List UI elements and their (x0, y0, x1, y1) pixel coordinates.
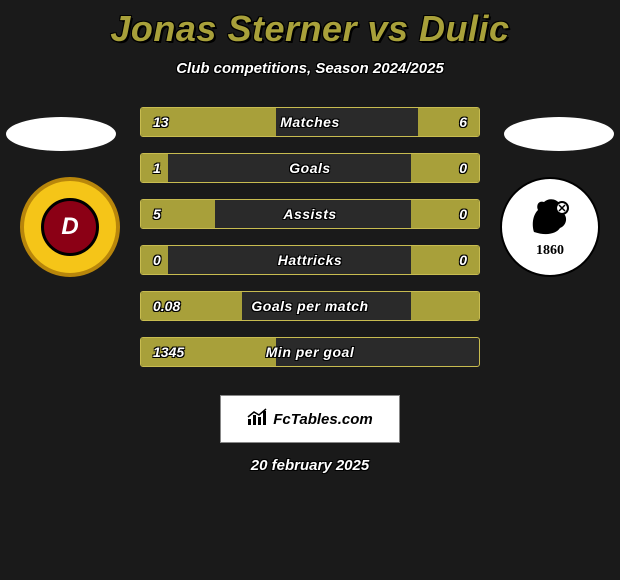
stat-row: Min per goal1345 (140, 337, 480, 367)
stat-value-right: 0 (459, 200, 467, 228)
stat-value-left: 5 (153, 200, 161, 228)
stat-value-left: 0.08 (153, 292, 180, 320)
stat-label: Matches (141, 108, 479, 136)
stat-value-left: 0 (153, 246, 161, 274)
team-logo-right-year: 1860 (536, 243, 564, 259)
chart-icon (247, 408, 269, 431)
stat-value-left: 1 (153, 154, 161, 182)
stat-label: Min per goal (141, 338, 479, 366)
stat-row: Assists5 0 (140, 199, 480, 229)
stat-label: Goals per match (141, 292, 479, 320)
stat-row: Hattricks0 0 (140, 245, 480, 275)
stat-value-right: 0 (459, 154, 467, 182)
page-title: Jonas Sterner vs Dulic (0, 0, 620, 50)
left-ellipse-decor (6, 117, 116, 151)
stat-value-right: 6 (459, 108, 467, 136)
team-logo-left: D (20, 177, 120, 277)
stat-bars: Matches136Goals10Assists50Hattricks00Goa… (140, 107, 480, 383)
lion-icon (526, 196, 574, 243)
stat-row: Goals per match0.08 (140, 291, 480, 321)
stat-label: Hattricks (141, 246, 479, 274)
comparison-panel: D 1860 Matches136Goals10Assists50Hattric… (0, 107, 620, 387)
subtitle: Club competitions, Season 2024/2025 (0, 60, 620, 77)
stat-label: Goals (141, 154, 479, 182)
team-logo-right: 1860 (500, 177, 600, 277)
brand-badge[interactable]: FcTables.com (220, 395, 400, 443)
right-ellipse-decor (504, 117, 614, 151)
stat-value-left: 13 (153, 108, 169, 136)
stat-label: Assists (141, 200, 479, 228)
stat-row: Goals1 0 (140, 153, 480, 183)
stat-value-right: 0 (459, 246, 467, 274)
footer-date: 20 february 2025 (0, 457, 620, 474)
team-logo-left-initial: D (41, 198, 99, 256)
stat-value-left: 1345 (153, 338, 184, 366)
brand-text: FcTables.com (273, 411, 372, 428)
stat-row: Matches13 6 (140, 107, 480, 137)
